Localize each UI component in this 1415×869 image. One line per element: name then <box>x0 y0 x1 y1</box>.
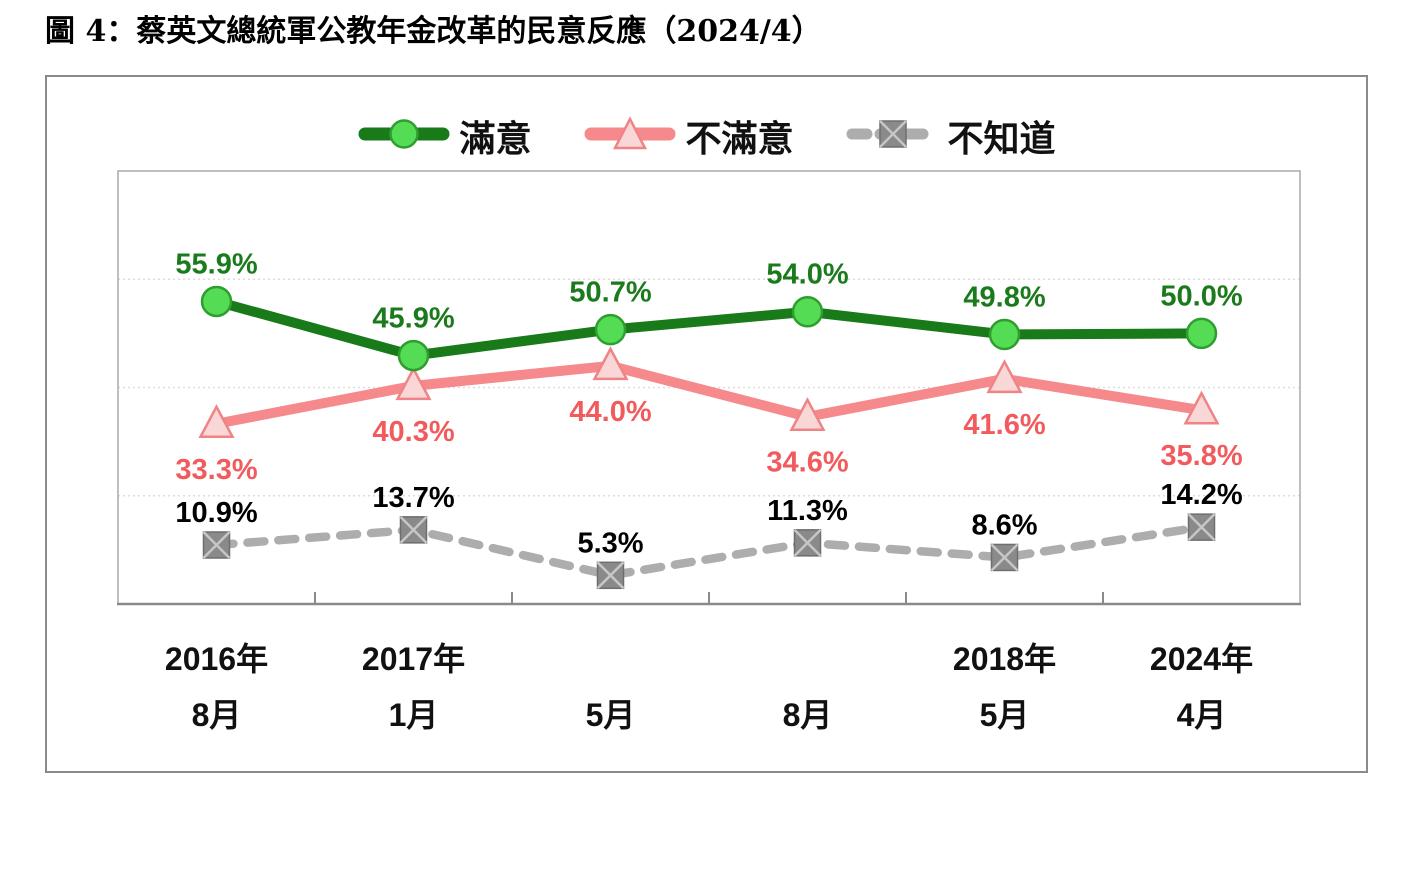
x-axis-month-label: 8月 <box>783 697 833 733</box>
marker-circle <box>988 318 1021 351</box>
series-不滿意: 33.3% 40.3% 44.0% 34.6% 41.6% 35.8% <box>175 346 1243 486</box>
marker-circle <box>791 295 824 328</box>
marker-x-stroke <box>793 528 822 557</box>
chart-frame <box>45 75 1368 773</box>
x-axis-month-label: 8月 <box>192 697 242 733</box>
value-label: 45.9% <box>372 303 454 335</box>
x-axis-year-label: 2018年 <box>953 641 1056 677</box>
series-line <box>212 522 1206 580</box>
x-axis-month-label: 4月 <box>1177 697 1227 733</box>
marker-triangle <box>592 346 629 381</box>
x-axis-month-label: 5月 <box>586 697 636 733</box>
value-label: 10.9% <box>175 497 257 529</box>
value-label: 50.7% <box>569 277 651 309</box>
marker-circle <box>1185 317 1218 350</box>
marker-x-stroke <box>1187 513 1216 542</box>
figure-title: 圖 4：蔡英文總統軍公教年金改革的民意反應（2024/4） <box>45 14 822 49</box>
marker-triangle <box>1183 390 1220 425</box>
value-label: 35.8% <box>1160 440 1242 472</box>
marker-circle <box>397 339 430 372</box>
value-label: 44.0% <box>569 396 651 428</box>
marker-triangle <box>789 397 826 431</box>
x-axis-year-label: 2016年 <box>165 641 268 677</box>
value-label: 54.0% <box>766 259 848 291</box>
legend-label-satisfied: 滿意 <box>459 118 532 159</box>
legend-item-dontknow: 不知道 <box>846 110 1056 162</box>
value-label: 8.6% <box>971 509 1037 541</box>
value-label: 5.3% <box>577 527 643 559</box>
satisfied-line-circle-icon <box>357 116 451 157</box>
marker-triangle <box>986 359 1023 394</box>
marker-x-stroke <box>202 531 231 559</box>
marker-x-stroke <box>399 515 428 544</box>
legend-item-satisfied: 滿意 <box>357 110 531 162</box>
series-不知道: 10.9% 13.7% 5.3% 11.3% 8.6% 14.2% <box>175 479 1243 590</box>
marker-x-stroke <box>596 561 625 590</box>
series-line <box>211 360 1207 429</box>
value-label: 11.3% <box>767 495 848 527</box>
marker-circle <box>200 285 233 318</box>
series-line <box>211 296 1207 361</box>
value-label: 40.3% <box>372 416 454 448</box>
value-label: 13.7% <box>372 482 454 514</box>
value-label: 55.9% <box>175 248 257 280</box>
chart-legend: 滿意 不滿意 不知道 <box>45 108 1368 164</box>
dissatisfied-line-triangle-icon <box>583 115 677 157</box>
x-axis-month-label: 5月 <box>980 697 1030 733</box>
marker-x-stroke <box>990 543 1019 572</box>
legend-label-dissatisfied: 不滿意 <box>685 118 794 159</box>
marker-triangle <box>198 404 235 439</box>
dontknow-dashed-square-icon <box>846 116 940 157</box>
series-滿意: 55.9% 45.9% 50.7% 54.0% 49.8% 50.0% <box>175 248 1243 372</box>
value-label: 41.6% <box>963 409 1045 441</box>
marker-triangle <box>395 366 432 401</box>
marker-circle <box>594 313 627 346</box>
legend-label-dontknow: 不知道 <box>947 118 1056 159</box>
x-axis-month-label: 1月 <box>389 697 439 733</box>
value-label: 34.6% <box>766 447 848 479</box>
value-label: 49.8% <box>963 281 1045 313</box>
x-axis-year-label: 2024年 <box>1150 641 1253 677</box>
value-label: 14.2% <box>1160 479 1242 511</box>
legend-item-dissatisfied: 不滿意 <box>583 110 794 162</box>
value-label: 33.3% <box>175 454 257 486</box>
value-label: 50.0% <box>1160 280 1242 312</box>
x-axis-year-label: 2017年 <box>362 641 465 677</box>
